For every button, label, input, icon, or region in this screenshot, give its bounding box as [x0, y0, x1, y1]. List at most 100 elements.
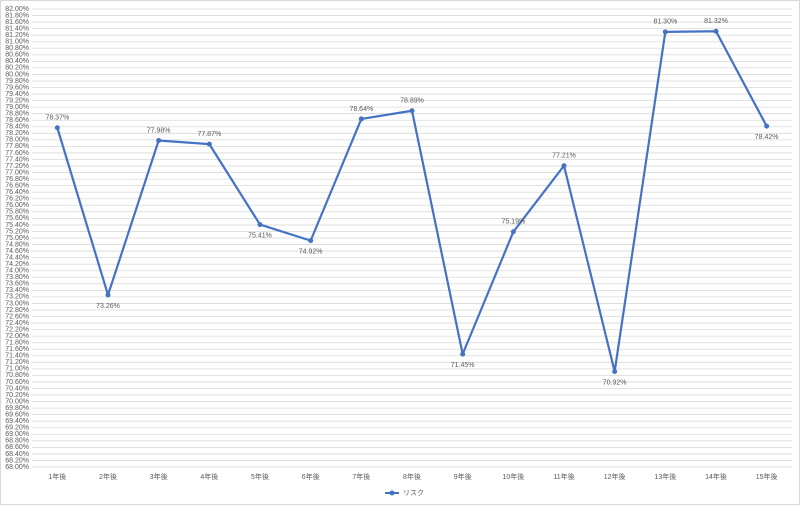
y-tick-label: 68.00%: [5, 464, 29, 471]
y-tick-label: 74.40%: [5, 254, 29, 261]
data-label: 74.92%: [299, 248, 323, 255]
x-tick-label: 12年後: [604, 472, 626, 481]
y-tick-label: 68.80%: [5, 438, 29, 445]
y-tick-label: 68.20%: [5, 457, 29, 464]
x-tick-label: 4年後: [200, 472, 218, 481]
y-tick-label: 72.00%: [5, 333, 29, 340]
x-tick-label: 2年後: [99, 472, 117, 481]
data-label: 77.21%: [552, 153, 576, 160]
y-tick-label: 79.60%: [5, 84, 29, 91]
y-tick-label: 81.80%: [5, 12, 29, 19]
y-tick-label: 76.40%: [5, 189, 29, 196]
y-tick-label: 77.20%: [5, 163, 29, 170]
x-tick-label: 11年後: [553, 472, 574, 481]
y-tick-label: 79.80%: [5, 78, 29, 85]
data-label: 77.87%: [197, 131, 221, 138]
data-label: 78.42%: [755, 134, 779, 141]
data-point: [105, 292, 111, 298]
data-point: [257, 222, 263, 228]
data-point: [409, 108, 415, 114]
y-tick-label: 74.80%: [5, 241, 29, 248]
y-tick-label: 73.20%: [5, 294, 29, 301]
y-tick-label: 72.80%: [5, 307, 29, 314]
y-tick-label: 77.40%: [5, 156, 29, 163]
y-tick-label: 69.60%: [5, 412, 29, 419]
data-point: [510, 229, 516, 235]
y-tick-label: 81.00%: [5, 39, 29, 46]
y-tick-label: 81.20%: [5, 32, 29, 39]
y-tick-label: 79.20%: [5, 97, 29, 104]
data-label: 73.26%: [96, 303, 120, 310]
y-tick-label: 70.80%: [5, 372, 29, 379]
data-label: 75.19%: [501, 219, 525, 226]
y-tick-label: 75.20%: [5, 228, 29, 235]
y-tick-label: 72.60%: [5, 313, 29, 320]
y-tick-label: 71.80%: [5, 340, 29, 347]
y-tick-label: 73.60%: [5, 281, 29, 288]
x-tick-label: 14年後: [705, 472, 727, 481]
x-tick-label: 15年後: [756, 472, 778, 481]
y-tick-label: 70.60%: [5, 379, 29, 386]
data-point: [308, 238, 314, 244]
y-tick-label: 69.80%: [5, 405, 29, 412]
y-tick-label: 82.00%: [5, 6, 29, 13]
data-label: 71.45%: [451, 362, 475, 369]
y-tick-label: 77.00%: [5, 169, 29, 176]
data-point: [358, 116, 364, 122]
y-tick-label: 71.20%: [5, 359, 29, 366]
data-point: [54, 125, 60, 131]
x-tick-label: 1年後: [48, 472, 66, 481]
y-tick-label: 75.60%: [5, 215, 29, 222]
legend-marker: [389, 490, 395, 496]
data-point: [662, 29, 668, 35]
y-tick-label: 73.80%: [5, 274, 29, 281]
legend-label: リスク: [403, 489, 424, 497]
data-point: [206, 141, 212, 147]
y-tick-label: 69.40%: [5, 418, 29, 425]
y-tick-label: 80.20%: [5, 65, 29, 72]
y-tick-label: 79.00%: [5, 104, 29, 111]
x-tick-label: 10年後: [502, 472, 524, 481]
data-label: 81.32%: [704, 18, 728, 25]
y-tick-label: 74.20%: [5, 261, 29, 268]
y-tick-label: 80.40%: [5, 58, 29, 65]
y-tick-label: 76.20%: [5, 196, 29, 203]
y-tick-label: 81.60%: [5, 19, 29, 26]
x-tick-label: 13年後: [654, 472, 676, 481]
y-tick-label: 75.40%: [5, 222, 29, 229]
x-tick-label: 9年後: [454, 472, 472, 481]
y-tick-label: 71.60%: [5, 346, 29, 353]
data-label: 77.98%: [147, 127, 171, 134]
y-tick-label: 75.80%: [5, 209, 29, 216]
y-tick-label: 78.40%: [5, 124, 29, 131]
y-tick-label: 70.00%: [5, 398, 29, 405]
y-tick-label: 76.80%: [5, 176, 29, 183]
x-tick-label: 3年後: [150, 472, 168, 481]
y-tick-label: 74.00%: [5, 268, 29, 275]
y-tick-label: 76.00%: [5, 202, 29, 209]
data-label: 81.30%: [653, 19, 677, 26]
y-tick-label: 73.40%: [5, 287, 29, 294]
y-tick-label: 78.20%: [5, 130, 29, 137]
data-point: [460, 351, 466, 357]
y-tick-label: 71.00%: [5, 366, 29, 373]
y-tick-label: 68.60%: [5, 444, 29, 451]
y-tick-label: 81.40%: [5, 25, 29, 32]
y-tick-label: 70.20%: [5, 392, 29, 399]
data-label: 75.41%: [248, 232, 272, 239]
y-tick-label: 70.40%: [5, 385, 29, 392]
data-label: 70.92%: [603, 379, 627, 386]
x-tick-label: 7年後: [352, 472, 370, 481]
x-tick-label: 8年後: [403, 472, 421, 481]
y-tick-label: 71.40%: [5, 353, 29, 360]
x-tick-label: 6年後: [302, 472, 320, 481]
y-tick-label: 79.40%: [5, 91, 29, 98]
data-label: 78.64%: [349, 106, 373, 113]
data-point: [764, 123, 770, 129]
y-tick-label: 73.00%: [5, 300, 29, 307]
x-tick-label: 5年後: [251, 472, 269, 481]
y-tick-label: 78.00%: [5, 137, 29, 144]
data-point: [713, 28, 719, 34]
